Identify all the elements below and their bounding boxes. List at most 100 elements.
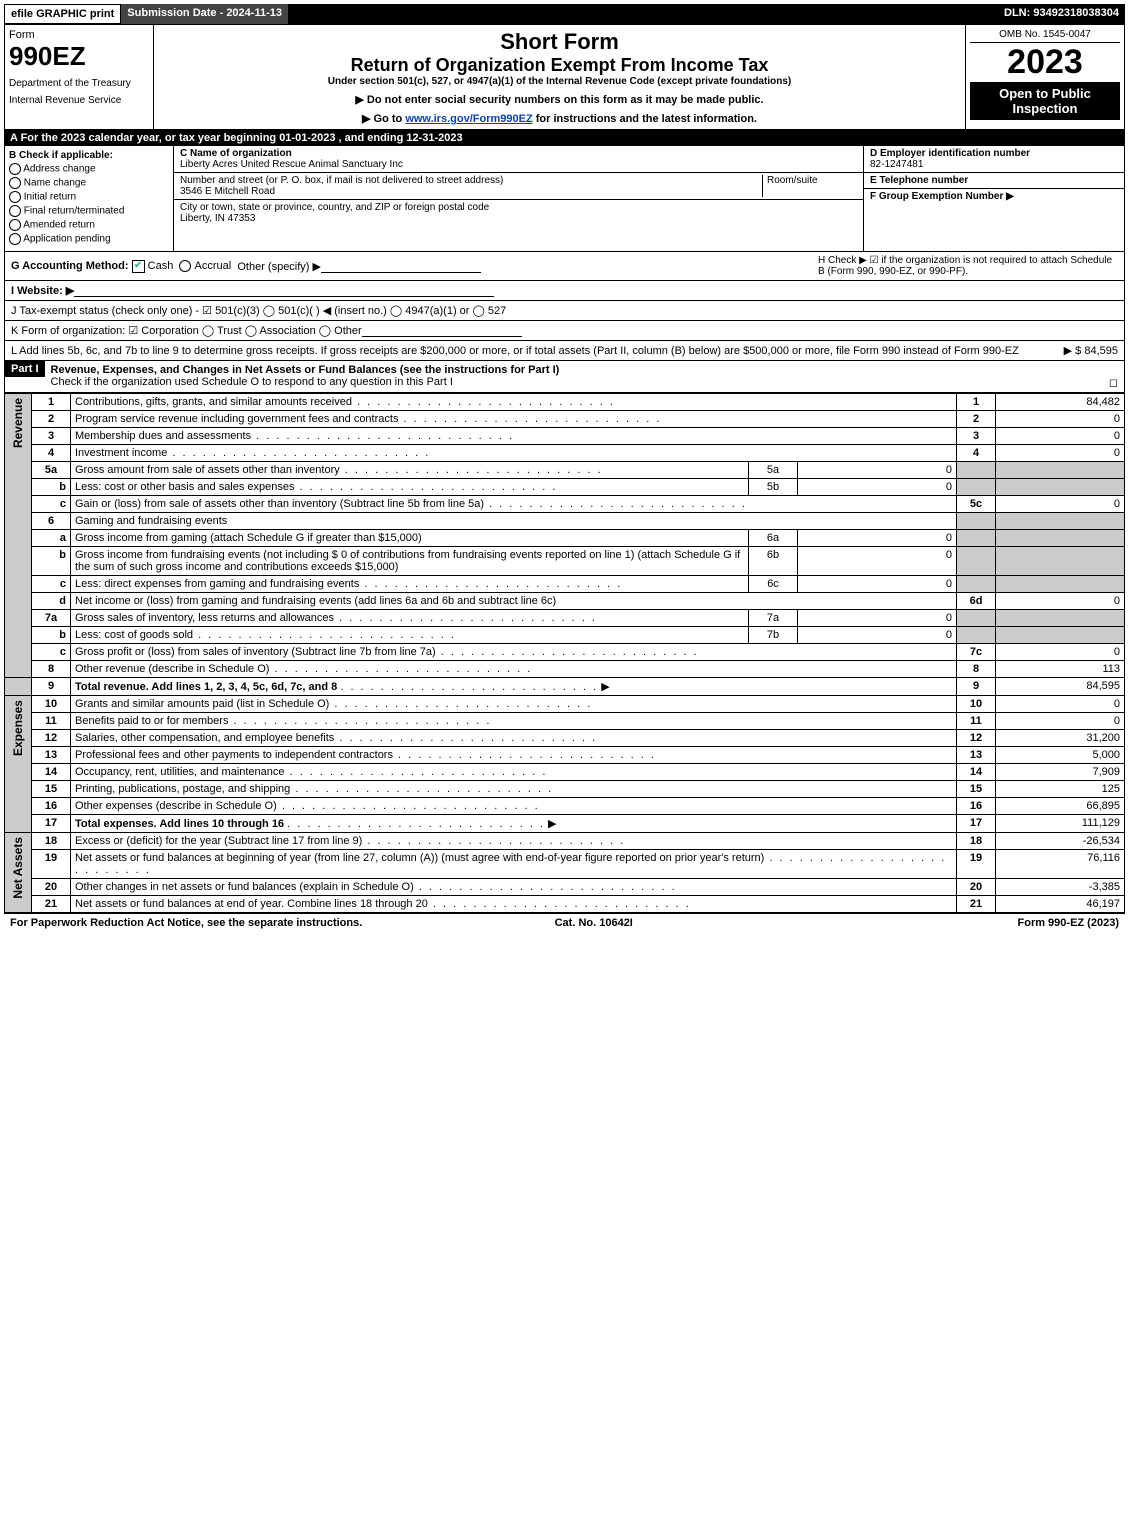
line-15-val: 125 — [996, 781, 1125, 798]
l-text: L Add lines 5b, 6c, and 7b to line 9 to … — [11, 345, 1019, 357]
g-label: G Accounting Method: — [11, 260, 129, 272]
line-14-box: 14 — [957, 764, 996, 781]
line-16-box: 16 — [957, 798, 996, 815]
row-g-h: G Accounting Method: Cash Accrual Other … — [4, 252, 1125, 281]
line-4-box: 4 — [957, 445, 996, 462]
line-5c-desc: Gain or (loss) from sale of assets other… — [75, 498, 747, 510]
g-cash-checkbox[interactable] — [132, 260, 145, 273]
lines-table: Revenue 1 Contributions, gifts, grants, … — [4, 393, 1125, 913]
omb-number: OMB No. 1545-0047 — [970, 29, 1120, 43]
line-1-desc: Contributions, gifts, grants, and simila… — [75, 396, 615, 408]
line-6d-desc: Net income or (loss) from gaming and fun… — [71, 593, 957, 610]
g-cash-label: Cash — [148, 260, 174, 272]
line-6b-midval: 0 — [798, 547, 957, 576]
line-20-box: 20 — [957, 879, 996, 896]
line-11-desc: Benefits paid to or for members — [75, 715, 491, 727]
irs-instructions-link[interactable]: www.irs.gov/Form990EZ — [405, 113, 532, 125]
line-6c-desc: Less: direct expenses from gaming and fu… — [71, 576, 749, 593]
line-21-box: 21 — [957, 896, 996, 913]
line-6c-midval: 0 — [798, 576, 957, 593]
c-city-label: City or town, state or province, country… — [180, 202, 489, 213]
note2-post: for instructions and the latest informat… — [536, 113, 757, 125]
line-3-desc: Membership dues and assessments — [75, 430, 514, 442]
cb-amended-return[interactable]: Amended return — [9, 219, 169, 231]
line-16-desc: Other expenses (describe in Schedule O) — [75, 800, 540, 812]
k-text: K Form of organization: ☑ Corporation ◯ … — [11, 324, 362, 337]
f-group-label: F Group Exemption Number ▶ — [870, 191, 1014, 202]
line-1-num: 1 — [32, 394, 71, 411]
top-bar: efile GRAPHIC print Submission Date - 20… — [4, 4, 1125, 24]
line-10-box: 10 — [957, 696, 996, 713]
form-subtitle: Under section 501(c), 527, or 4947(a)(1)… — [158, 76, 961, 87]
line-6c-mid: 6c — [749, 576, 798, 593]
g-accrual-label: Accrual — [195, 260, 232, 272]
short-form-title: Short Form — [158, 29, 961, 55]
ssn-warning: ▶ Do not enter social security numbers o… — [158, 93, 961, 106]
line-8-val: 113 — [996, 661, 1125, 678]
line-13-desc: Professional fees and other payments to … — [75, 749, 656, 761]
g-other-label: Other (specify) ▶ — [237, 260, 321, 273]
line-14-desc: Occupancy, rent, utilities, and maintena… — [75, 766, 547, 778]
open-to-public: Open to Public Inspection — [970, 82, 1120, 120]
footer-catno: Cat. No. 10642I — [555, 917, 633, 929]
line-6a-mid: 6a — [749, 530, 798, 547]
g-accrual-radio[interactable] — [179, 260, 191, 272]
line-6a-midval: 0 — [798, 530, 957, 547]
line-11-box: 11 — [957, 713, 996, 730]
line-8-desc: Other revenue (describe in Schedule O) — [75, 663, 532, 675]
j-text: J Tax-exempt status (check only one) - ☑… — [11, 304, 506, 317]
section-c-org-info: C Name of organization Liberty Acres Uni… — [174, 146, 863, 251]
line-20-val: -3,385 — [996, 879, 1125, 896]
line-7c-box: 7c — [957, 644, 996, 661]
c-name-label: C Name of organization — [180, 148, 292, 159]
org-city: Liberty, IN 47353 — [180, 213, 255, 224]
line-12-val: 31,200 — [996, 730, 1125, 747]
row-l-gross-receipts: L Add lines 5b, 6c, and 7b to line 9 to … — [4, 341, 1125, 361]
line-6d-box: 6d — [957, 593, 996, 610]
line-5b-mid: 5b — [749, 479, 798, 496]
line-11-val: 0 — [996, 713, 1125, 730]
line-18-box: 18 — [957, 833, 996, 850]
section-b-header: B Check if applicable: — [9, 150, 169, 161]
line-10-desc: Grants and similar amounts paid (list in… — [75, 698, 592, 710]
line-9-box: 9 — [957, 678, 996, 696]
l-value: ▶ $ 84,595 — [1064, 344, 1118, 357]
line-20-desc: Other changes in net assets or fund bala… — [75, 881, 677, 893]
part-1-check-text: Check if the organization used Schedule … — [51, 376, 453, 388]
cb-address-change[interactable]: Address change — [9, 163, 169, 175]
line-21-desc: Net assets or fund balances at end of ye… — [75, 898, 691, 910]
row-j-tax-status: J Tax-exempt status (check only one) - ☑… — [4, 301, 1125, 321]
footer-left: For Paperwork Reduction Act Notice, see … — [10, 917, 362, 929]
cb-application-pending[interactable]: Application pending — [9, 233, 169, 245]
line-6d-val: 0 — [996, 593, 1125, 610]
part-1-check-box[interactable]: ◻ — [1109, 376, 1118, 389]
efile-print-button[interactable]: efile GRAPHIC print — [4, 4, 121, 24]
line-19-desc: Net assets or fund balances at beginning… — [75, 852, 946, 876]
line-13-box: 13 — [957, 747, 996, 764]
c-room-label: Room/suite — [767, 175, 818, 186]
line-7b-mid: 7b — [749, 627, 798, 644]
cb-initial-return[interactable]: Initial return — [9, 191, 169, 203]
line-18-val: -26,534 — [996, 833, 1125, 850]
part-1-label: Part I — [5, 361, 45, 377]
line-6a-desc: Gross income from gaming (attach Schedul… — [71, 530, 749, 547]
revenue-section-label: Revenue — [9, 396, 27, 450]
line-8-box: 8 — [957, 661, 996, 678]
line-15-desc: Printing, publications, postage, and shi… — [75, 783, 553, 795]
note2-pre: ▶ Go to — [362, 113, 405, 125]
form-header: Form 990EZ Department of the Treasury In… — [4, 24, 1125, 130]
line-12-box: 12 — [957, 730, 996, 747]
line-5a-desc: Gross amount from sale of assets other t… — [75, 464, 603, 476]
tax-year: 2023 — [970, 43, 1120, 82]
ein-value: 82-1247481 — [870, 159, 923, 170]
irs-label: Internal Revenue Service — [9, 95, 149, 106]
cb-final-return[interactable]: Final return/terminated — [9, 205, 169, 217]
org-name: Liberty Acres United Rescue Animal Sanct… — [180, 159, 403, 170]
line-7b-desc: Less: cost of goods sold — [75, 629, 456, 641]
line-3-box: 3 — [957, 428, 996, 445]
line-5a-mid: 5a — [749, 462, 798, 479]
expenses-section-label: Expenses — [9, 698, 27, 758]
line-18-desc: Excess or (deficit) for the year (Subtra… — [75, 835, 625, 847]
line-2-val: 0 — [996, 411, 1125, 428]
cb-name-change[interactable]: Name change — [9, 177, 169, 189]
